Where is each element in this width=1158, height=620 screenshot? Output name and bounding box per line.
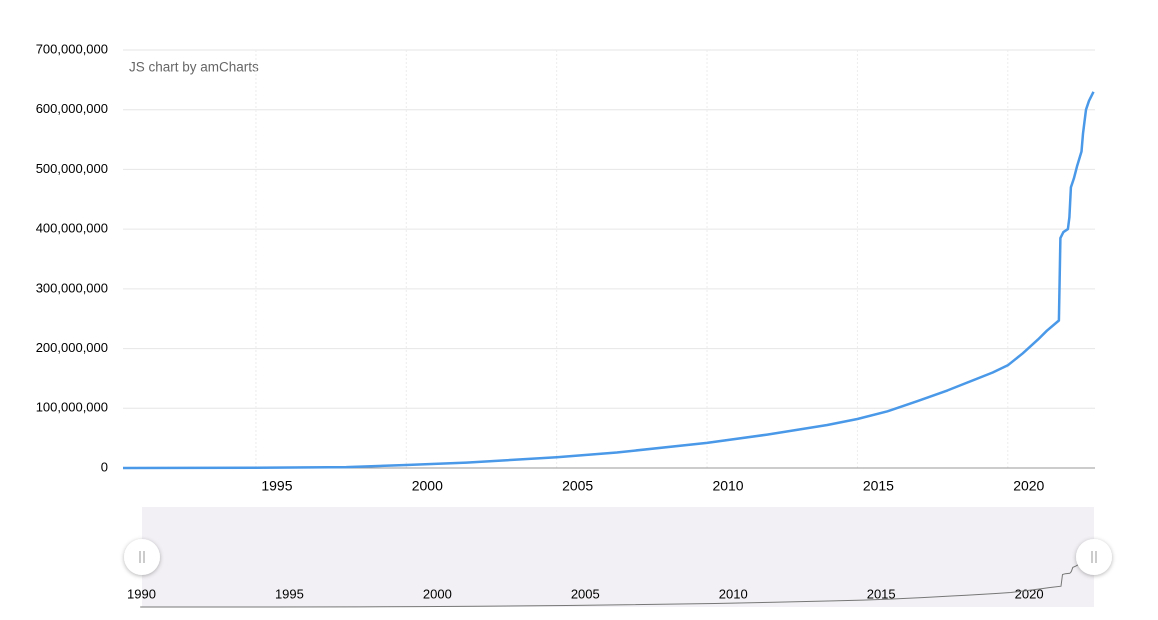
data-line <box>122 91 1095 470</box>
x-tick-label: 2005 <box>562 478 593 494</box>
scrollbar-tick-label: 1990 <box>127 586 156 601</box>
scrollbar-tick-label: 2015 <box>867 586 896 601</box>
x-tick-label: 2020 <box>1013 478 1044 494</box>
y-tick-label: 200,000,000 <box>36 340 108 355</box>
scrollbar-tick-label: 2005 <box>571 586 600 601</box>
y-tick-label: 0 <box>101 459 108 474</box>
y-tick-label: 100,000,000 <box>36 400 108 415</box>
x-tick-label: 2000 <box>412 478 443 494</box>
credit[interactable]: JS chart by amCharts <box>129 60 259 75</box>
scrollbar-handle[interactable] <box>124 539 160 575</box>
scrollbar-line <box>140 553 1096 608</box>
scrollbar-tick-label: 1995 <box>275 586 304 601</box>
x-tick-label: 2010 <box>712 478 743 494</box>
scrollbar-tick-label: 2020 <box>1015 586 1044 601</box>
scrollbar-selection[interactable] <box>142 507 1094 607</box>
scrollbar-tick-label: 2000 <box>423 586 452 601</box>
y-tick-label: 400,000,000 <box>36 221 108 236</box>
x-tick-label: 1995 <box>261 478 292 494</box>
y-tick-label: 500,000,000 <box>36 161 108 176</box>
scrollbar-tick-label: 2010 <box>719 586 748 601</box>
y-tick-label: 700,000,000 <box>36 41 108 56</box>
y-tick-label: 600,000,000 <box>36 101 108 116</box>
scrollbar-handle[interactable] <box>1076 539 1112 575</box>
x-tick-label: 2015 <box>863 478 894 494</box>
y-tick-label: 300,000,000 <box>36 280 108 295</box>
